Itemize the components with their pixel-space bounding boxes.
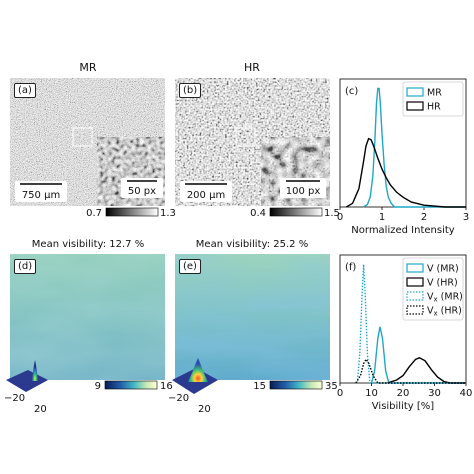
series-line-2 — [356, 264, 466, 384]
axis-label-left: −20 — [4, 393, 25, 404]
series-line-1 — [387, 357, 466, 384]
panel-b: 200 µm 100 px 0.4 1.5 — [175, 78, 340, 219]
colorbar-ygb — [269, 380, 323, 390]
colorbar-gray — [105, 207, 159, 217]
legend-label-1: V (HR) — [427, 278, 458, 289]
visibility-histogram-chart: 0 10 20 30 40 Visibility [%] V (MR) V (HR) Vx (M… — [337, 254, 473, 412]
colorbar-min: 9 — [95, 381, 101, 392]
colorbar-max: 1.5 — [324, 208, 340, 219]
x-tick-label: 1 — [379, 212, 385, 223]
peak-surface-base — [6, 370, 48, 392]
colorbar-min: 15 — [253, 381, 266, 392]
inset-scalebar-label: 50 px — [128, 186, 156, 197]
colorbar-max: 35 — [325, 381, 338, 392]
panel-label-b: (b) — [179, 83, 202, 98]
x-tick-label: 30 — [428, 388, 441, 399]
legend-label-1: HR — [427, 102, 441, 113]
panel-d: Mean visibility: 12.7 % −20 20 9 16 — [4, 239, 173, 415]
axis-label-bottom: 20 — [198, 404, 211, 415]
panel-label: (c) — [345, 86, 358, 97]
scalebar-label: 200 µm — [187, 190, 225, 201]
panel-label: (f) — [345, 262, 356, 273]
legend-box — [402, 81, 464, 117]
axis-label-bottom: 20 — [34, 404, 47, 415]
panel-a: 750 µm 50 px 0.7 1.3 — [10, 78, 176, 219]
legend-box — [402, 257, 464, 321]
peak-surface — [188, 358, 208, 382]
scalebar-label: 750 µm — [22, 190, 60, 201]
colorbar-max: 16 — [160, 381, 173, 392]
colorbar-gray — [269, 207, 323, 217]
intensity-histogram-chart: 0 1 2 3 Normalized Intensity MR HR (c) — [337, 78, 469, 236]
legend-label-0: V (MR) — [427, 264, 459, 275]
colorbar-ygb — [104, 380, 158, 390]
peak-surface — [32, 360, 38, 381]
series-line-3 — [355, 357, 466, 384]
x-axis-label: Normalized Intensity — [351, 225, 454, 236]
colorbar-min: 0.7 — [86, 208, 102, 219]
colorbar-max: 1.3 — [160, 208, 176, 219]
panel-label-e: (e) — [179, 259, 201, 274]
scalebar-box — [15, 181, 67, 202]
x-tick-label: 20 — [397, 388, 410, 399]
x-tick-label: 2 — [421, 212, 427, 223]
legend-swatch-0 — [406, 263, 424, 273]
x-tick-label: 3 — [463, 212, 469, 223]
mean-visibility-mr: Mean visibility: 12.7 % — [32, 239, 144, 250]
visibility-map-texture — [10, 254, 165, 380]
axis-label-left: −20 — [168, 393, 189, 404]
legend-label-2: Vx (MR) — [427, 292, 463, 304]
x-tick-label: 0 — [337, 212, 343, 223]
series-line-1 — [345, 137, 466, 208]
legend-swatch-0 — [406, 87, 424, 97]
legend-swatch-1 — [406, 277, 424, 287]
legend-swatch-1 — [406, 101, 424, 111]
legend-label-3: Vx (HR) — [427, 306, 462, 318]
panel-label-a: (a) — [14, 83, 36, 98]
roi-box — [72, 127, 93, 147]
inset-scalebar-box — [280, 178, 326, 198]
mr-column-title: MR — [79, 61, 96, 74]
x-tick-label: 10 — [365, 388, 378, 399]
x-tick-label: 40 — [460, 388, 473, 399]
series-line-0 — [370, 326, 466, 384]
hr-column-title: HR — [244, 61, 260, 74]
legend-label-0: MR — [427, 88, 442, 99]
panel-label-d: (d) — [14, 259, 37, 274]
x-tick-label: 0 — [337, 388, 343, 399]
roi-box — [235, 127, 256, 147]
colorbar-min: 0.4 — [250, 208, 266, 219]
panel-e: Mean visibility: 25.2 % −20 20 15 35 — [168, 239, 338, 415]
visibility-map-texture — [175, 254, 330, 380]
scalebar-box — [180, 181, 232, 202]
inset-scalebar-box — [121, 178, 163, 198]
series-line-0 — [362, 87, 466, 208]
inset-scalebar-label: 100 px — [286, 186, 321, 197]
x-axis-label: Visibility [%] — [372, 401, 434, 412]
mean-visibility-hr: Mean visibility: 25.2 % — [196, 239, 308, 250]
